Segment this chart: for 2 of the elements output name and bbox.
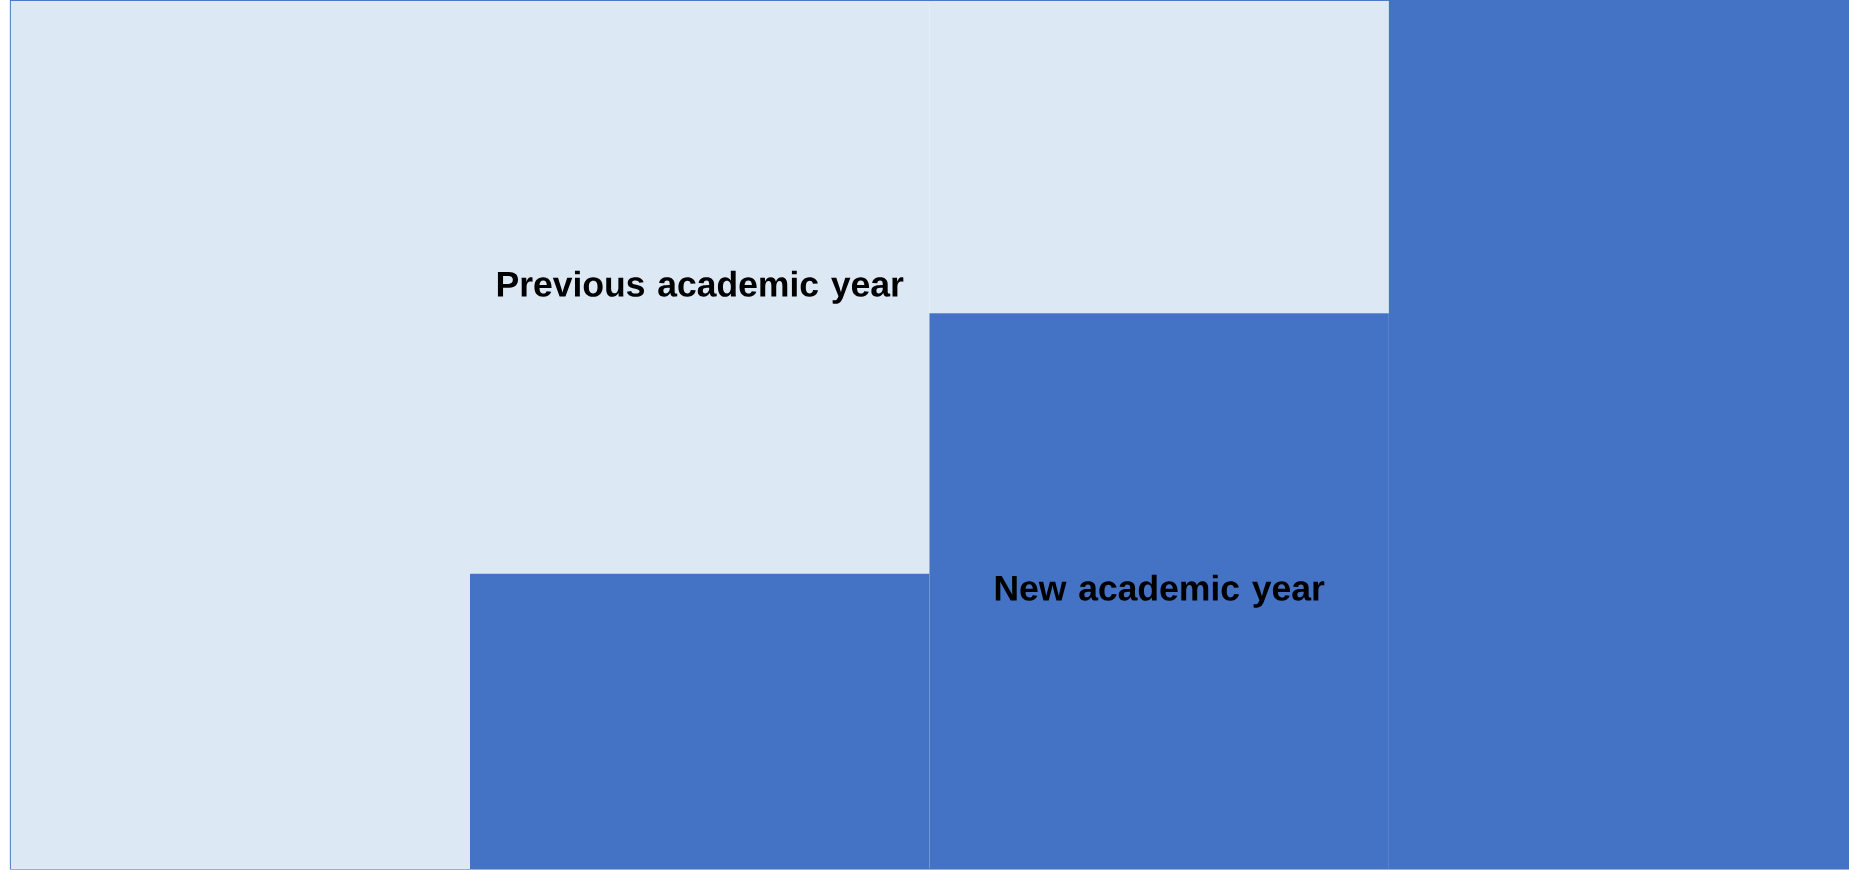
series-label: New academic year bbox=[995, 574, 1325, 608]
series-label: Previous academic year bbox=[497, 270, 904, 304]
